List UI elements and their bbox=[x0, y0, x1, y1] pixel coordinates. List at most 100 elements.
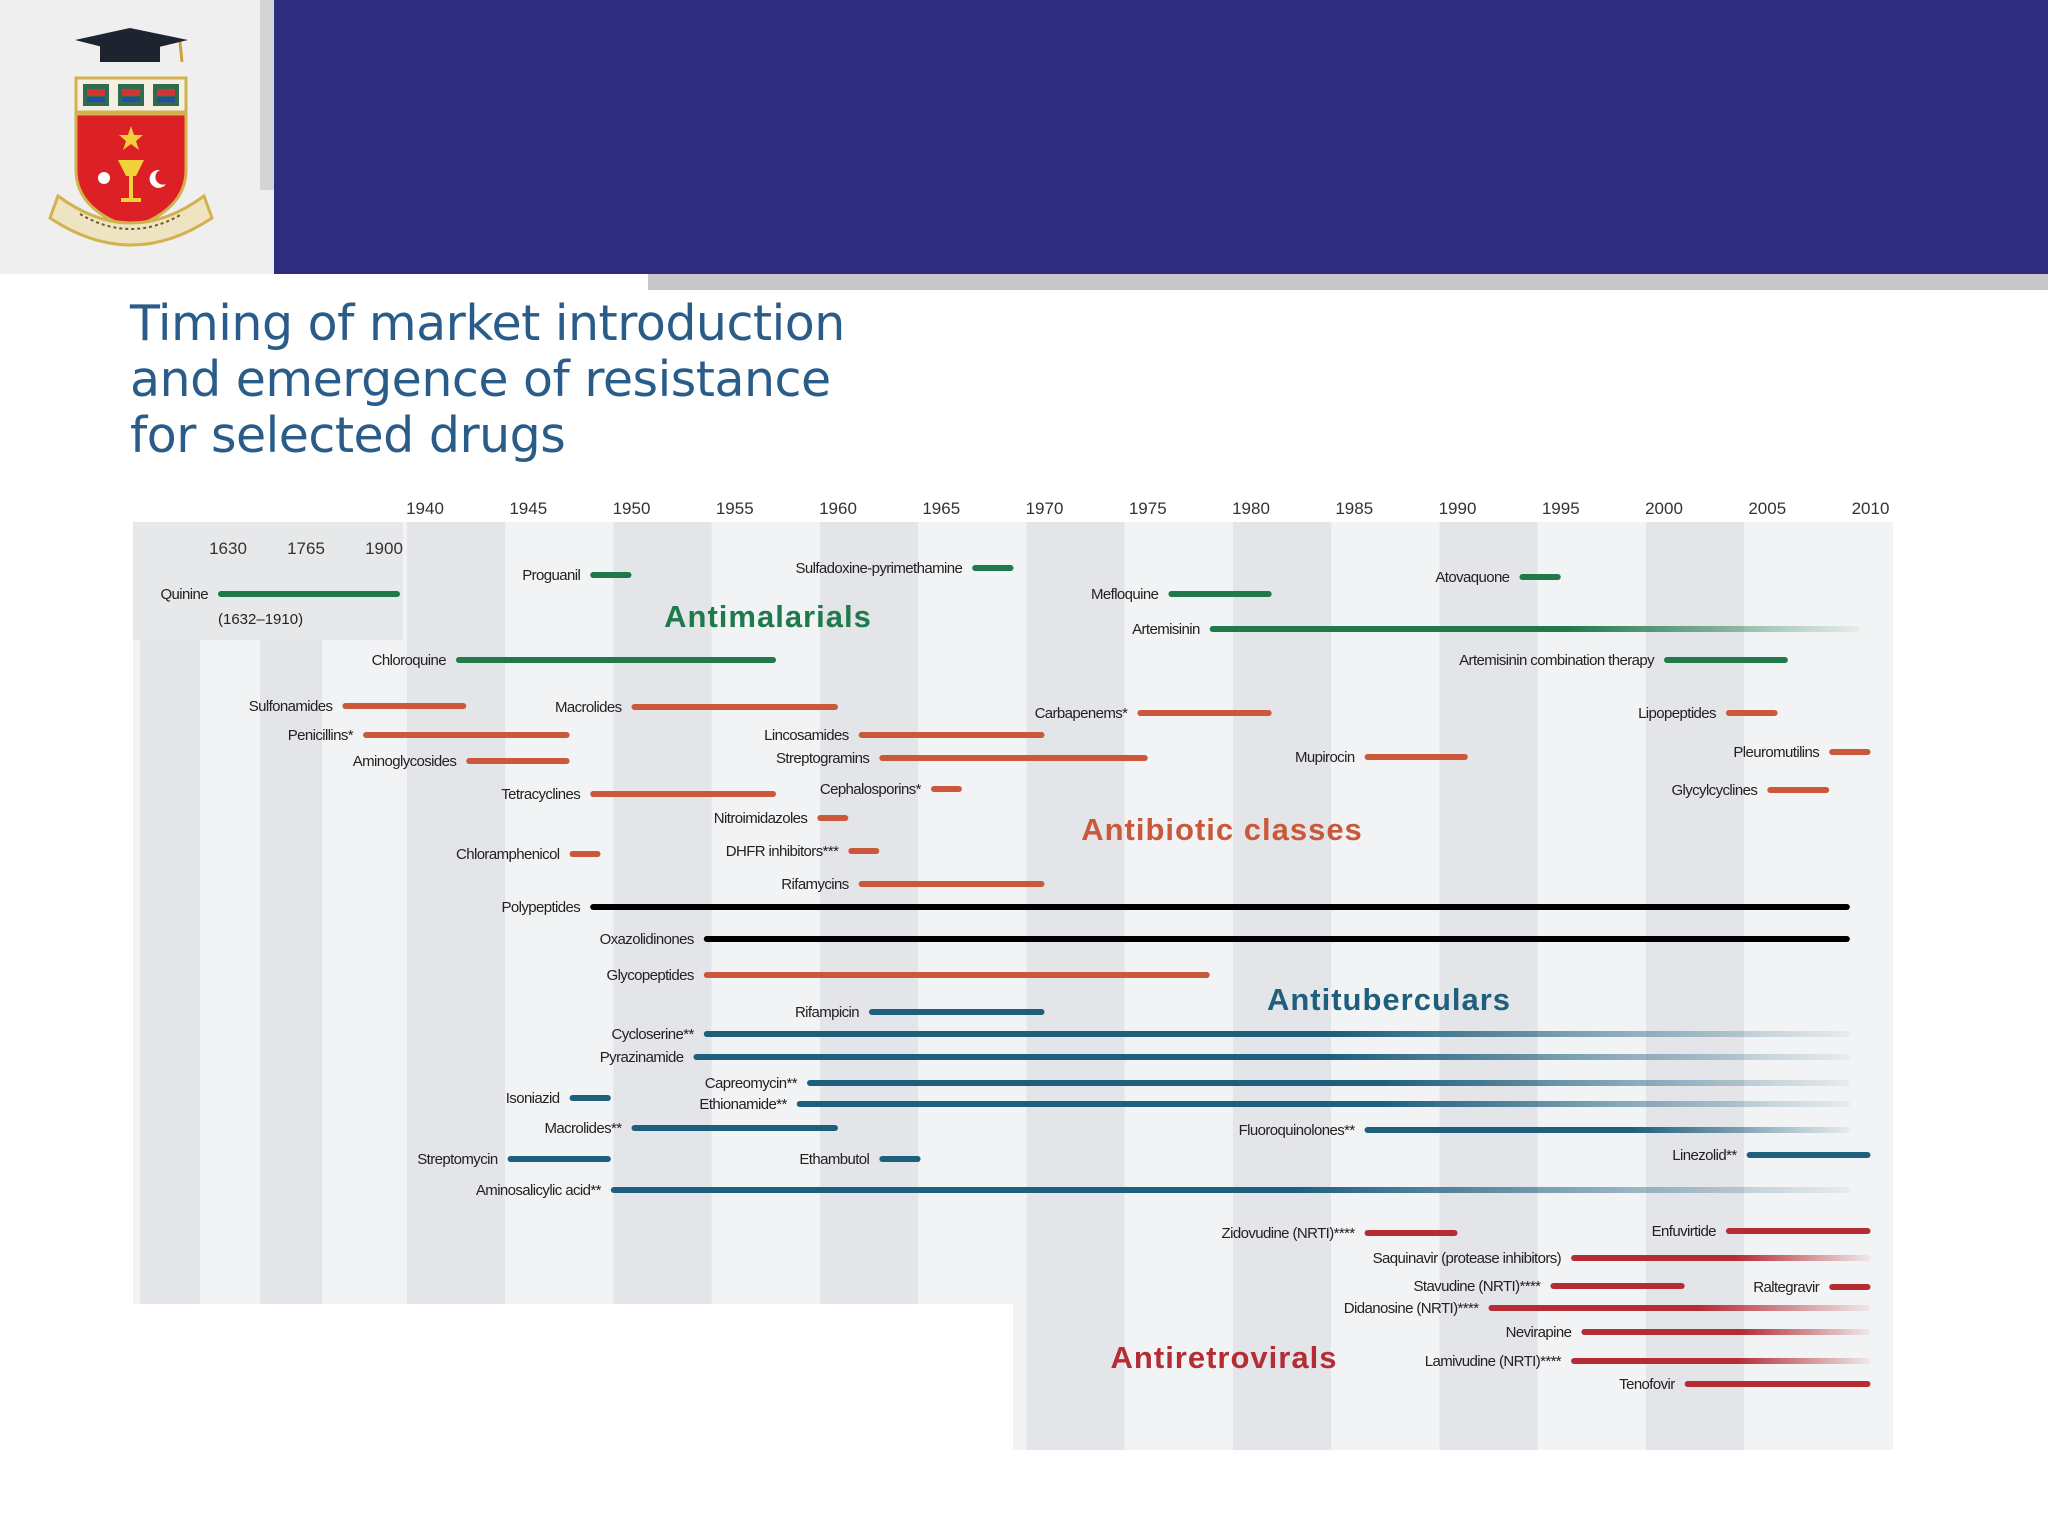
drug-bar-mupirocin bbox=[1364, 754, 1468, 760]
drug-label-polypeptides: Polypeptides bbox=[501, 899, 580, 916]
drug-bar-nitroimidazoles bbox=[817, 815, 849, 821]
drug-bar-quinine bbox=[218, 591, 400, 597]
x-tick-label: 1970 bbox=[1026, 499, 1064, 518]
drug-bar-streptomycin bbox=[507, 1156, 611, 1162]
inset-tick-label: 1765 bbox=[287, 539, 325, 558]
drug-bar-sulfonamides bbox=[342, 703, 467, 709]
drug-label-lipopeptides: Lipopeptides bbox=[1638, 705, 1716, 722]
grid-stripe bbox=[1233, 522, 1332, 1450]
drug-label-ethionamide: Ethionamide** bbox=[699, 1096, 787, 1113]
drug-bar-mefloquine bbox=[1168, 591, 1272, 597]
drug-label-oxazolidinones: Oxazolidinones bbox=[600, 931, 694, 948]
drug-label-proguanil: Proguanil bbox=[522, 567, 580, 584]
drug-label-rifampicin: Rifampicin bbox=[795, 1004, 859, 1021]
x-tick-label: 1990 bbox=[1439, 499, 1477, 518]
drug-bar-aminoglycosides bbox=[466, 758, 570, 764]
drug-label-cephalosporins: Cephalosporins* bbox=[820, 781, 922, 798]
drug-label-aminosalicylic-acid: Aminosalicylic acid** bbox=[476, 1182, 602, 1199]
title-line-2: and emergence of resistance bbox=[130, 351, 831, 408]
drug-label-chloroquine: Chloroquine bbox=[372, 652, 447, 669]
drug-bar-didanosine-nrti bbox=[1488, 1305, 1871, 1311]
drug-bar-fluoroquinolones bbox=[1364, 1127, 1850, 1133]
drug-label-nevirapine: Nevirapine bbox=[1506, 1324, 1572, 1341]
logo-panel-shadow bbox=[260, 0, 274, 190]
drug-bar-lamivudine-nrti bbox=[1571, 1358, 1871, 1364]
x-tick-label: 1940 bbox=[406, 499, 444, 518]
x-tick-label: 1950 bbox=[613, 499, 651, 518]
drug-bar-chloroquine bbox=[455, 657, 777, 663]
drug-label-tenofovir: Tenofovir bbox=[1619, 1376, 1675, 1393]
logo-panel bbox=[0, 0, 274, 274]
drug-label-macrolides: Macrolides bbox=[555, 699, 622, 716]
drug-bar-saquinavir-protease-inhibitors bbox=[1571, 1255, 1871, 1261]
drug-label-isoniazid: Isoniazid bbox=[506, 1090, 560, 1107]
drug-labels: Quinine (1632–1910) Proguanil Sulfadoxine-p… bbox=[160, 560, 1820, 1393]
grid-stripe bbox=[1439, 522, 1538, 1450]
drug-label-raltegravir: Raltegravir bbox=[1753, 1279, 1820, 1296]
drug-label-mupirocin: Mupirocin bbox=[1295, 749, 1355, 766]
drug-bar-ethambutol bbox=[879, 1156, 921, 1162]
header-shadow bbox=[648, 274, 2048, 290]
drug-label-rifamycins: Rifamycins bbox=[781, 876, 848, 893]
drug-bars bbox=[218, 565, 1871, 1387]
drug-label-glycylcyclines: Glycylcyclines bbox=[1671, 782, 1757, 799]
x-tick-label: 1995 bbox=[1542, 499, 1580, 518]
drug-label-zidovudine-nrti: Zidovudine (NRTI)**** bbox=[1222, 1225, 1356, 1242]
x-tick-label: 1975 bbox=[1129, 499, 1167, 518]
drug-bar-lincosamides bbox=[858, 732, 1045, 738]
group-title-antiretrovirals: Antiretrovirals bbox=[1111, 1340, 1338, 1375]
grid-stripe bbox=[140, 640, 200, 1304]
x-tick-label: 1980 bbox=[1232, 499, 1270, 518]
drug-bar-rifamycins bbox=[858, 881, 1045, 887]
drug-bar-isoniazid bbox=[569, 1095, 611, 1101]
drug-label-fluoroquinolones: Fluoroquinolones** bbox=[1239, 1122, 1356, 1139]
drug-bar-cephalosporins bbox=[930, 786, 962, 792]
drug-label-enfuvirtide: Enfuvirtide bbox=[1652, 1223, 1717, 1240]
drug-label-sulfadoxine-pyrimethamine: Sulfadoxine-pyrimethamine bbox=[795, 560, 962, 577]
drug-label-dhfr-inhibitors: DHFR inhibitors*** bbox=[726, 843, 839, 860]
title-line-3: for selected drugs bbox=[130, 407, 566, 464]
drug-bar-chloramphenicol bbox=[569, 851, 601, 857]
drug-bar-ethionamide bbox=[796, 1101, 1850, 1107]
drug-label-pyrazinamide: Pyrazinamide bbox=[600, 1049, 684, 1066]
title-line-1: Timing of market introduction bbox=[130, 295, 845, 352]
drug-bar-cycloserine bbox=[703, 1031, 1850, 1037]
university-crest-icon bbox=[48, 28, 214, 247]
drug-label-carbapenems: Carbapenems* bbox=[1035, 705, 1129, 722]
drug-label-lincosamides: Lincosamides bbox=[764, 727, 849, 744]
drug-bar-zidovudine-nrti bbox=[1364, 1230, 1458, 1236]
drug-bar-penicillins bbox=[363, 732, 570, 738]
grid-stripe bbox=[407, 522, 506, 1304]
drug-label-chloramphenicol: Chloramphenicol bbox=[456, 846, 560, 863]
drug-note-quinine: (1632–1910) bbox=[218, 611, 303, 628]
drug-bar-macrolides bbox=[631, 704, 838, 710]
drug-label-pleuromutilins: Pleuromutilins bbox=[1733, 744, 1819, 761]
group-title-antituberculars: Antituberculars bbox=[1267, 982, 1511, 1017]
drug-bar-stavudine-nrti bbox=[1550, 1283, 1685, 1289]
drug-label-artemisinin: Artemisinin bbox=[1132, 621, 1200, 638]
grid-stripe bbox=[260, 640, 322, 1304]
drug-bar-artemisinin-combination-therapy bbox=[1664, 657, 1788, 663]
x-tick-label: 1960 bbox=[819, 499, 857, 518]
x-tick-label: 1945 bbox=[509, 499, 547, 518]
drug-bar-capreomycin bbox=[807, 1080, 1850, 1086]
grid-stripe bbox=[613, 522, 712, 1304]
drug-bar-macrolides bbox=[631, 1125, 838, 1131]
drug-bar-oxazolidinones bbox=[703, 936, 1850, 942]
grid-stripe bbox=[820, 522, 919, 1304]
inset-tick-label: 1900 bbox=[365, 539, 403, 558]
drug-bar-linezolid bbox=[1746, 1152, 1871, 1158]
drug-label-lamivudine-nrti: Lamivudine (NRTI)**** bbox=[1425, 1353, 1562, 1370]
drug-bar-dhfr-inhibitors bbox=[848, 848, 880, 854]
slide-title: Timing of market introduction and emerge… bbox=[130, 296, 890, 464]
drug-label-streptogramins: Streptogramins bbox=[776, 750, 869, 767]
drug-label-macrolides: Macrolides** bbox=[545, 1120, 623, 1137]
x-tick-label: 1965 bbox=[922, 499, 960, 518]
drug-label-streptomycin: Streptomycin bbox=[417, 1151, 498, 1168]
drug-bar-tetracyclines bbox=[590, 791, 777, 797]
drug-bar-sulfadoxine-pyrimethamine bbox=[972, 565, 1014, 571]
drug-bar-streptogramins bbox=[879, 755, 1148, 761]
drug-bar-nevirapine bbox=[1581, 1329, 1871, 1335]
drug-label-linezolid: Linezolid** bbox=[1672, 1147, 1737, 1164]
